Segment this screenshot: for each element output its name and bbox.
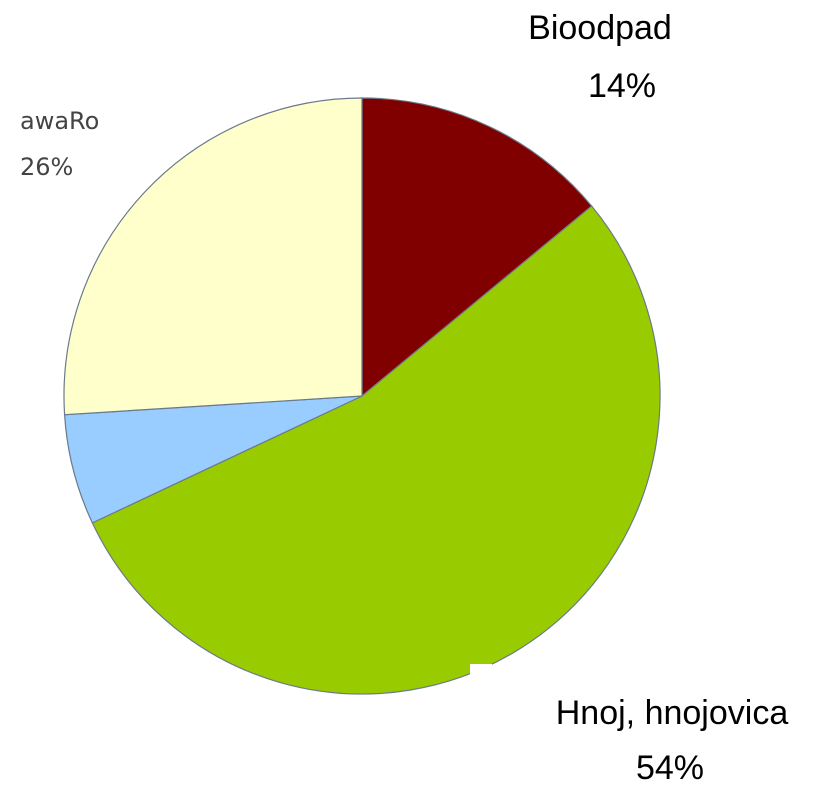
pie-slice xyxy=(63,97,363,416)
pie-slice xyxy=(91,205,661,695)
patch xyxy=(470,664,492,694)
slice-label: awaRo xyxy=(20,107,99,135)
pie xyxy=(63,97,661,695)
slice-value-label: 26% xyxy=(20,153,73,181)
pie-slice xyxy=(361,97,593,398)
slice-label: Bioodpad xyxy=(528,9,672,47)
labels: Bioodpad 14% Hnoj, hnojovica 54% awaRo 26% xyxy=(20,9,788,785)
slice-label: Hnoj, hnojovica xyxy=(556,694,789,732)
slice-value-label: 54% xyxy=(636,749,704,785)
slice-value-label: 14% xyxy=(588,67,656,105)
